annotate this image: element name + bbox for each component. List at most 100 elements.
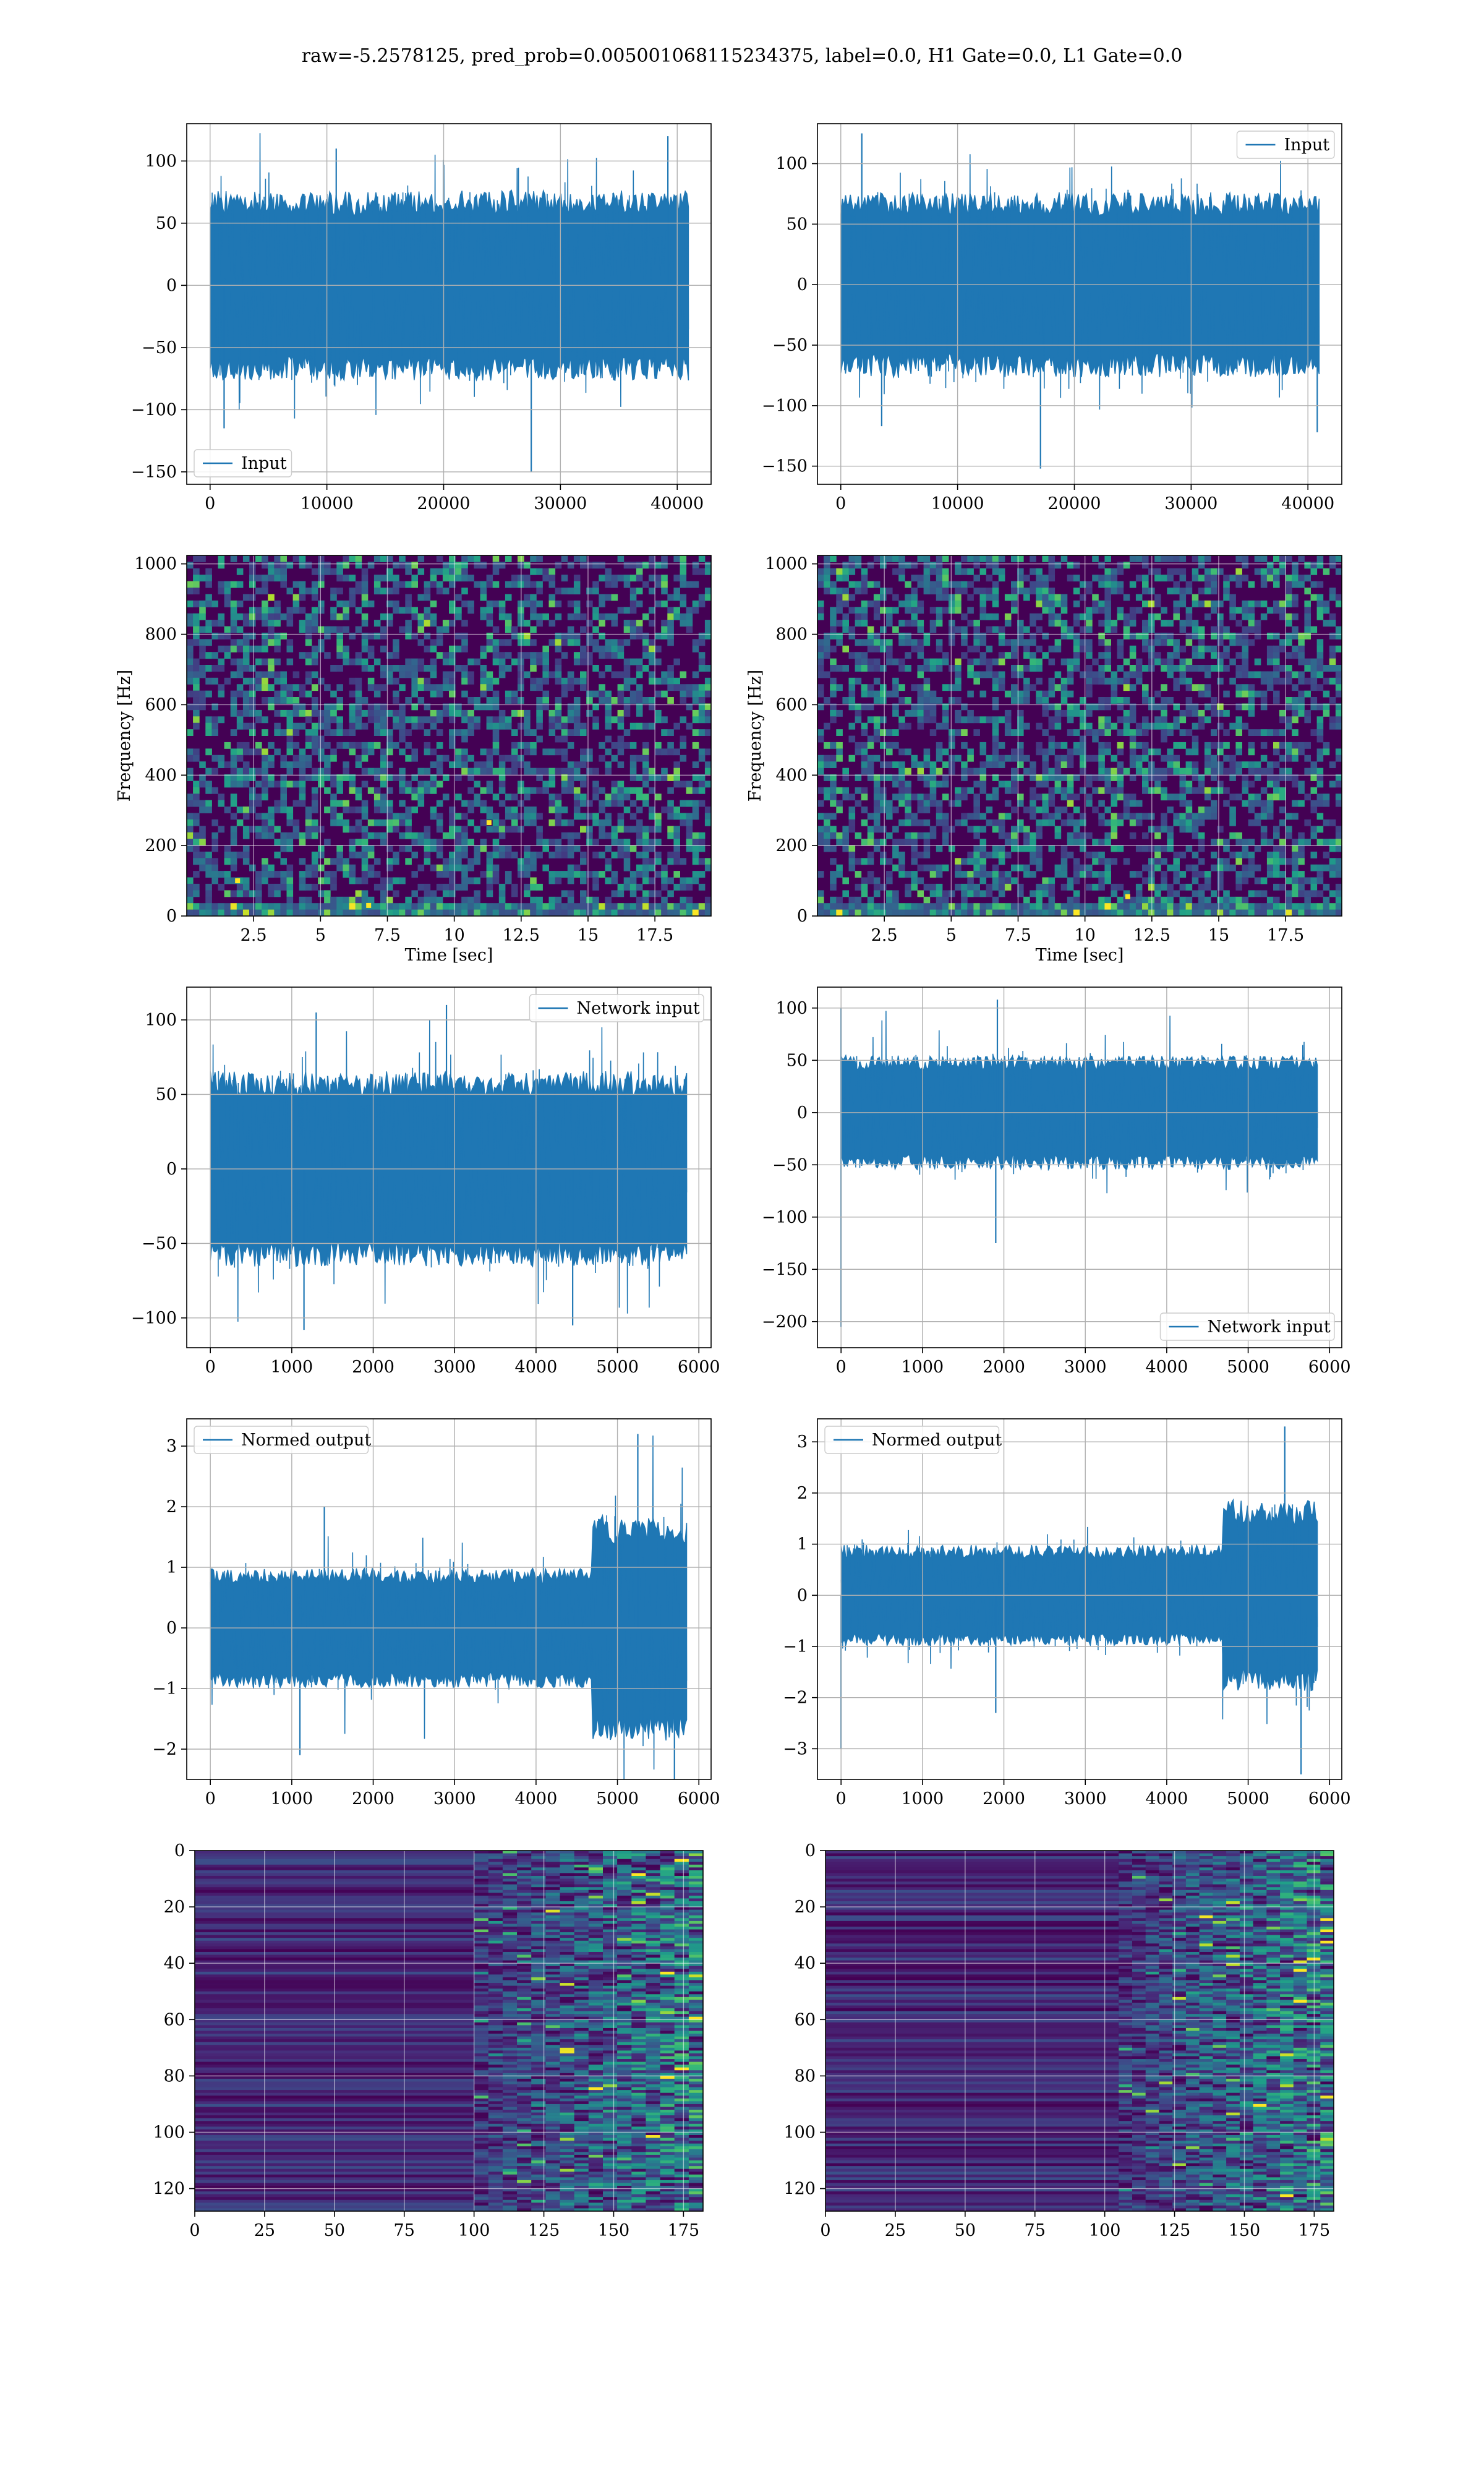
h1-spectrogram-cell [698,600,706,607]
h1-spectrogram-cell [367,851,375,858]
l1-spectrogram-cell [1185,581,1193,588]
h1-spectrogram-cell [461,761,468,768]
l1-spectrogram-cell [1017,742,1024,749]
l1-spectrogram-cell [1023,903,1030,910]
l1-spectrogram-cell [1135,755,1143,762]
h1-spectrogram-cell [642,748,649,756]
l1-spectrogram-cell [936,781,943,788]
l1-spectrogram-cell [1092,787,1099,794]
h1-spectrogram-cell [692,600,699,607]
h1-spectrogram-cell [480,871,487,878]
l1-spectrogram-cell [1135,671,1143,678]
l1-spectrogram-cell [867,871,874,878]
l1-spectrogram-cell [842,832,849,839]
h1-spectrogram-cell [274,722,281,730]
l1-spectrogram-cell [1023,807,1030,813]
l1-spectrogram-cell [898,768,905,775]
h1-spectrogram-cell [436,632,443,640]
l1-spectrogram-cell [1198,781,1205,788]
l1-spectrogram-cell [1185,800,1193,807]
h1-spectrogram-cell [380,684,387,691]
h1-spectrogram-cell [393,652,399,659]
l1-spectrogram-cell [949,909,955,916]
l1-spectrogram-cell [992,787,999,794]
l1-spectrogram-cell [1092,600,1099,607]
l1-spectrogram-cell [942,568,949,575]
h1-spectrogram-cell [336,575,343,582]
l1-spectrogram-cell [1198,632,1205,640]
l1-spectrogram-cell [842,877,849,884]
l1-spectrogram-cell [1123,729,1130,736]
l1-spectrogram-cell [824,832,830,839]
l1-spectrogram-cell [1211,909,1217,916]
h1-spectrogram-cell [430,890,437,897]
h1-spectrogram-cell [205,594,212,601]
l1-spectrogram-cell [1142,716,1149,724]
h1-spectrogram-cell [380,890,387,897]
l1-spectrogram-cell [1073,620,1080,627]
h1-spectrogram-cell [573,729,581,736]
h1-spectrogram-cell [498,722,506,730]
l1-spectrogram-cell [986,555,993,562]
h1-spectrogram-cell [698,703,706,711]
h1-spectrogram-cell [274,690,281,698]
h1-spectrogram-cell [680,555,687,562]
h1-spectrogram-cell [492,909,500,916]
h1-spectrogram-axes: 2.5 5 7.5 10 12.5 15 17.502004006008001000Time… [115,555,712,965]
h1-spectrogram-cell [286,639,294,646]
l1-spectrogram-cell [1217,626,1224,633]
h1-spectrogram-cell [649,858,655,865]
h1-spectrogram-cell [573,600,581,607]
h1-spectrogram-cell [380,903,387,910]
h1-spectrogram-cell [386,903,393,910]
h1-spectrogram-cell [399,607,406,614]
h1-spectrogram-cell [455,607,462,614]
h1-spectrogram-cell [230,826,237,833]
l1-spectrogram-cell [830,684,837,691]
h1-spectrogram-cell [242,761,250,768]
l1-spectrogram-cell [1092,774,1099,781]
l1-spectrogram-cell [1042,703,1049,711]
l1-spectrogram-cell [967,658,974,666]
l1-spectrogram-cell [1248,697,1255,704]
h1-spectrogram-cell [242,697,250,704]
l1-spectrogram-cell [1223,626,1230,633]
l1-spectrogram-cell [1273,787,1280,794]
h1-spectrogram-cell [561,632,568,640]
h1-spectrogram-cell [193,813,200,820]
l1-spectrogram-cell [1204,768,1211,775]
h1-spectrogram-cell [373,903,381,910]
l1-spectrogram-cell [1304,794,1311,801]
h1-spectrogram-cell [511,851,518,858]
h1-spectrogram-cell [536,851,543,858]
h1-spectrogram-cell [230,703,237,711]
l1-spectrogram-cell [1129,871,1136,878]
h1-spectrogram-cell [230,645,237,653]
l1-spectrogram-cell [1173,761,1180,768]
l1-spectrogram-cell [898,600,905,607]
l1-spectrogram-cell [1242,575,1249,582]
l1-spectrogram-cell [911,819,918,826]
h1-spectrogram-cell [361,568,369,575]
h1-spectrogram-cell [305,864,312,871]
h1-input-legend: Input [194,449,292,477]
l1-spectrogram-cell [1298,703,1305,711]
h1-spectrogram-cell [611,909,618,916]
l1-spectrogram-cell [942,774,949,781]
h1-spectrogram-cell [199,555,206,562]
h1-spectrogram-cell [299,594,306,601]
h1-spectrogram-cell [548,600,556,607]
l1-spectrogram-cell [1011,600,1018,607]
h1-spectrogram-cell [623,575,631,582]
h1-spectrogram-cell [336,903,343,910]
l1-spectrogram-cell [824,826,830,833]
h1-spectrogram-cell [629,697,637,704]
l1-spectrogram-cell [817,871,824,878]
h1-spectrogram-cell [430,620,437,627]
h1-spectrogram-cell [380,781,387,788]
l1-spectrogram-cell [1304,562,1311,569]
h1-spectrogram-cell [680,755,687,762]
l1-spectrogram-cell [830,909,837,916]
h1-spectrogram-cell [661,716,668,724]
h1-spectrogram-cell [561,768,568,775]
